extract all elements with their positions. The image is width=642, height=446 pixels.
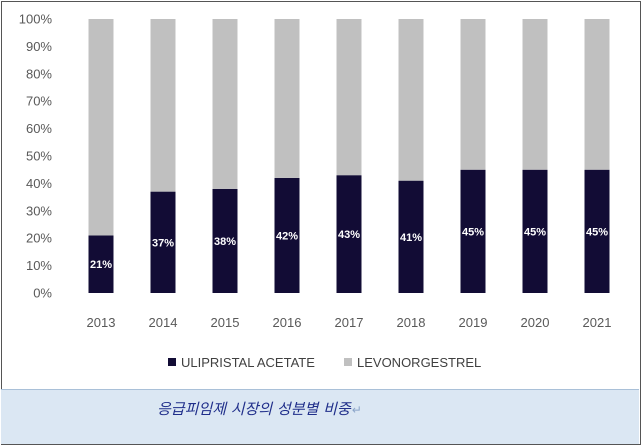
y-tick-label: 40% [26,176,52,191]
data-label: 45% [524,226,546,238]
y-tick-label: 100% [19,12,53,27]
bar-levonorgestrel [522,19,548,170]
x-tick-label: 2021 [583,315,612,330]
y-axis: 0% 10% 20% 30% 40% 50% 60% 70% 80% 90% 100% [19,12,53,301]
bar-levonorgestrel [274,19,300,178]
bar-ulipristal [398,180,424,293]
bar-ulipristal [460,169,486,293]
caption-return-mark: ↵ [351,403,362,417]
bar-levonorgestrel [212,19,238,189]
x-tick-label: 2014 [149,315,178,330]
bar-ulipristal [150,191,176,293]
y-tick-label: 70% [26,94,52,109]
y-tick-label: 50% [26,149,52,164]
legend: ULIPRISTAL ACETATE LEVONORGESTREL [168,355,481,370]
x-tick-label: 2018 [397,315,426,330]
x-tick-label: 2015 [211,315,240,330]
y-tick-label: 80% [26,66,52,81]
y-tick-label: 0% [33,286,52,301]
bars-layer: 21% 37% 38% 42% 43% 41% 45% 45% 45% [88,19,610,293]
bar-levonorgestrel [336,19,362,176]
bar-levonorgestrel [460,19,486,170]
y-tick-label: 10% [26,258,52,273]
bar-levonorgestrel [584,19,610,170]
data-label: 45% [462,226,484,238]
bar-ulipristal [212,188,238,293]
data-label: 38% [214,236,236,248]
data-label: 43% [338,229,360,241]
bar-levonorgestrel [88,19,114,236]
legend-label-ulipristal: ULIPRISTAL ACETATE [181,355,315,370]
data-label: 41% [400,232,422,244]
data-label: 42% [276,230,298,242]
x-axis: 2013 2014 2015 2016 2017 2018 2019 2020 2021 [87,315,612,330]
bar-ulipristal [522,169,548,293]
legend-label-levonorgestrel: LEVONORGESTREL [357,355,481,370]
legend-swatch-levonorgestrel [344,358,352,366]
y-tick-label: 30% [26,203,52,218]
x-tick-label: 2020 [521,315,550,330]
bar-ulipristal [88,235,114,293]
bar-ulipristal [336,175,362,293]
caption-box: 응급피임제 시장의 성분별 비중↵ [1,389,639,444]
legend-swatch-ulipristal [168,358,176,366]
x-tick-label: 2013 [87,315,116,330]
bar-levonorgestrel [398,19,424,181]
bar-levonorgestrel [150,19,176,192]
data-label: 45% [586,226,608,238]
x-tick-label: 2017 [335,315,364,330]
bar-ulipristal [274,177,300,293]
bar-ulipristal [584,169,610,293]
y-tick-label: 20% [26,231,52,246]
caption-title: 응급피임제 시장의 성분별 비중 [157,400,351,418]
data-label: 37% [152,237,174,249]
y-tick-label: 90% [26,39,52,54]
y-tick-label: 60% [26,121,52,136]
x-tick-label: 2019 [459,315,488,330]
caption-text: 응급피임제 시장의 성분별 비중↵ [157,398,362,419]
data-label: 21% [90,259,112,271]
x-tick-label: 2016 [273,315,302,330]
